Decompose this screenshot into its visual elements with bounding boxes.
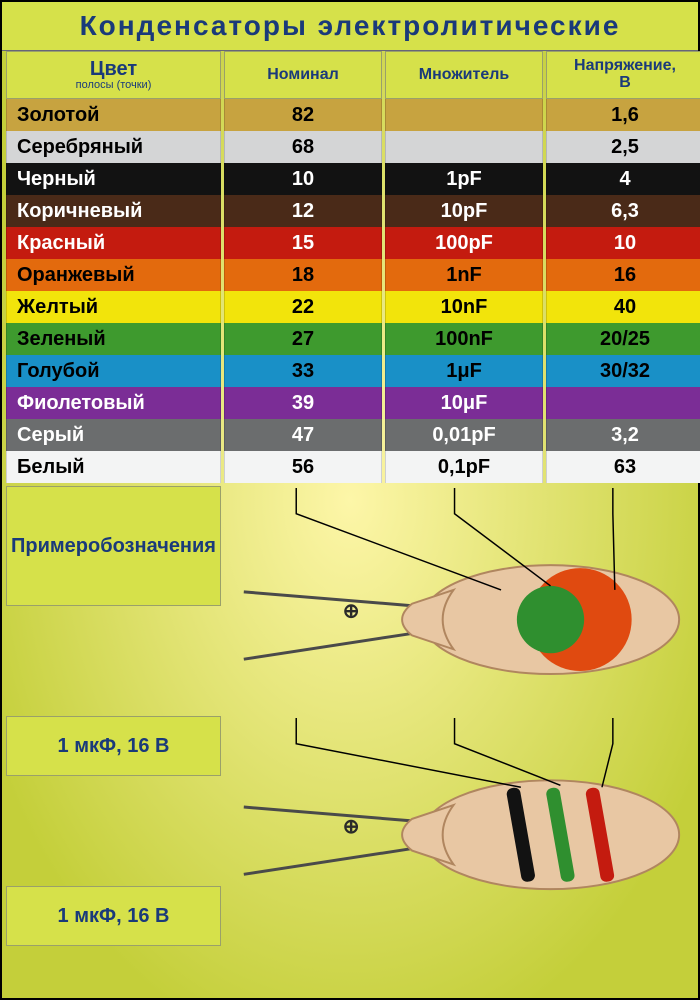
color-name-cell: Коричневый: [6, 195, 221, 227]
header-voltage: Напряжение, В: [546, 51, 700, 99]
header-color: Цвет полосы (точки): [6, 51, 221, 99]
value-cell: 22: [224, 291, 382, 323]
header-voltage-l1: Напряжение,: [574, 58, 676, 75]
table-row: Голубой331μF30/32: [6, 355, 694, 387]
value-cell: 6,3: [546, 195, 700, 227]
value-cell: 63: [546, 451, 700, 483]
color-name-cell: Фиолетовый: [6, 387, 221, 419]
value-cell: 33: [224, 355, 382, 387]
example-diagrams: ⊕ ⊕: [224, 486, 694, 946]
table-row: Зеленый27100nF20/25: [6, 323, 694, 355]
header-nominal: Номинал: [224, 51, 382, 99]
example-section: Примеробозначения 1 мкФ, 16 В 1 мкФ, 16 …: [2, 486, 698, 946]
capacitor-spots-svg: ⊕: [224, 486, 694, 714]
value-cell: 16: [546, 259, 700, 291]
value-cell: 10: [224, 163, 382, 195]
value-cell: 100pF: [385, 227, 543, 259]
value-cell: 10: [546, 227, 700, 259]
value-cell: 1μF: [385, 355, 543, 387]
value-cell: 47: [224, 419, 382, 451]
table-row: Оранжевый181nF16: [6, 259, 694, 291]
table-row: Коричневый1210pF6,3: [6, 195, 694, 227]
color-name-cell: Оранжевый: [6, 259, 221, 291]
value-cell: 0,1pF: [385, 451, 543, 483]
color-name-cell: Зеленый: [6, 323, 221, 355]
value-cell: [385, 99, 543, 131]
example-label: Примеробозначения: [6, 486, 221, 606]
color-name-cell: Голубой: [6, 355, 221, 387]
example-labels-column: Примеробозначения 1 мкФ, 16 В 1 мкФ, 16 …: [6, 486, 221, 946]
value-cell: 20/25: [546, 323, 700, 355]
svg-text:⊕: ⊕: [343, 601, 360, 623]
table-row: Серый470,01pF3,2: [6, 419, 694, 451]
page-title: Конденсаторы электролитические: [2, 2, 698, 51]
table-row: Фиолетовый3910μF: [6, 387, 694, 419]
table-row: Золотой821,6: [6, 99, 694, 131]
value-cell: 10nF: [385, 291, 543, 323]
value-cell: 40: [546, 291, 700, 323]
table-header: Цвет полосы (точки) Номинал Множитель На…: [2, 51, 698, 99]
color-name-cell: Золотой: [6, 99, 221, 131]
header-voltage-l2: В: [619, 75, 631, 92]
value-cell: 15: [224, 227, 382, 259]
value-cell: 0,01pF: [385, 419, 543, 451]
header-multiplier: Множитель: [385, 51, 543, 99]
header-color-sub: полосы (точки): [76, 80, 152, 92]
value-cell: 82: [224, 99, 382, 131]
value-cell: 68: [224, 131, 382, 163]
header-color-label: Цвет: [90, 59, 137, 80]
value-cell: 4: [546, 163, 700, 195]
capacitor-diagram-bands: ⊕: [224, 716, 694, 946]
color-name-cell: Серый: [6, 419, 221, 451]
value-cell: 39: [224, 387, 382, 419]
value-cell: 100nF: [385, 323, 543, 355]
table-row: Черный101pF4: [6, 163, 694, 195]
example-value-1: 1 мкФ, 16 В: [6, 716, 221, 776]
value-cell: 1nF: [385, 259, 543, 291]
color-name-cell: Желтый: [6, 291, 221, 323]
table-row: Красный15100pF10: [6, 227, 694, 259]
value-cell: [385, 131, 543, 163]
value-cell: 56: [224, 451, 382, 483]
example-value-2: 1 мкФ, 16 В: [6, 886, 221, 946]
color-name-cell: Серебряный: [6, 131, 221, 163]
value-cell: 10pF: [385, 195, 543, 227]
value-cell: 10μF: [385, 387, 543, 419]
value-cell: 27: [224, 323, 382, 355]
table-row: Серебряный682,5: [6, 131, 694, 163]
capacitor-diagram-spots: ⊕: [224, 486, 694, 716]
value-cell: 30/32: [546, 355, 700, 387]
value-cell: 18: [224, 259, 382, 291]
svg-text:⊕: ⊕: [343, 816, 360, 838]
table-row: Желтый2210nF40: [6, 291, 694, 323]
value-cell: 12: [224, 195, 382, 227]
value-cell: 3,2: [546, 419, 700, 451]
color-name-cell: Белый: [6, 451, 221, 483]
value-cell: 1pF: [385, 163, 543, 195]
value-cell: [546, 387, 700, 419]
color-code-table: Золотой821,6Серебряный682,5Черный101pF4К…: [2, 99, 698, 483]
value-cell: 2,5: [546, 131, 700, 163]
color-name-cell: Черный: [6, 163, 221, 195]
value-cell: 1,6: [546, 99, 700, 131]
capacitor-bands-svg: ⊕: [224, 716, 694, 944]
color-name-cell: Красный: [6, 227, 221, 259]
table-row: Белый560,1pF63: [6, 451, 694, 483]
